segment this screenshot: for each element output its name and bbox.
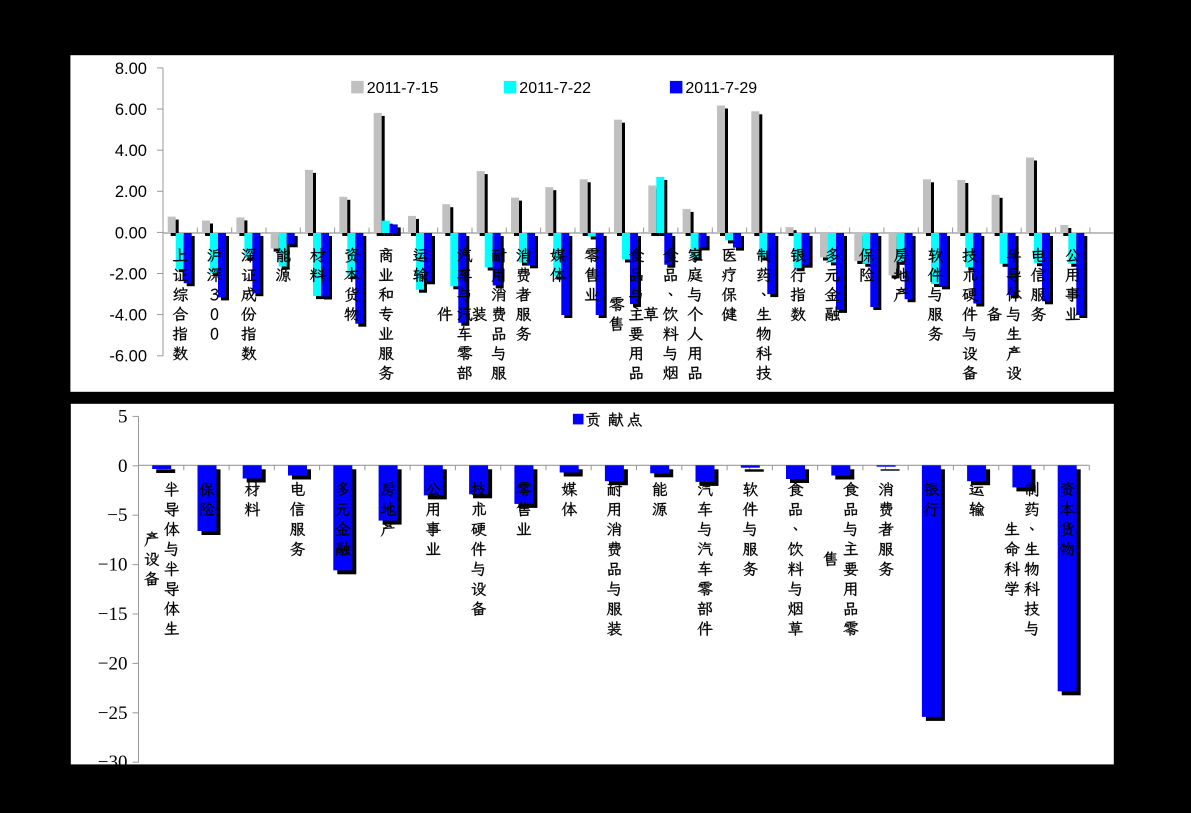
svg-text:-4.00: -4.00 [109,307,147,325]
svg-text:−30: −30 [98,752,128,773]
svg-text:−10: −10 [98,555,128,576]
svg-text:0.00: 0.00 [115,224,147,242]
svg-text:0: 0 [118,456,128,477]
svg-text:5: 5 [118,406,128,427]
svg-text:2011-7-22: 2011-7-22 [519,80,591,97]
svg-text:−25: −25 [98,703,128,724]
svg-text:-2.00: -2.00 [109,265,147,283]
svg-text:8.00: 8.00 [115,60,147,78]
svg-text:2011-7-15: 2011-7-15 [367,80,439,97]
svg-text:−5: −5 [107,505,127,526]
svg-text:2.00: 2.00 [115,183,147,201]
svg-text:−15: −15 [98,604,128,625]
svg-text:−20: −20 [98,653,128,674]
svg-text:4.00: 4.00 [115,142,147,160]
svg-text:6.00: 6.00 [115,101,147,119]
svg-text:2011-7-29: 2011-7-29 [685,80,757,97]
svg-text:-6.00: -6.00 [109,348,147,366]
